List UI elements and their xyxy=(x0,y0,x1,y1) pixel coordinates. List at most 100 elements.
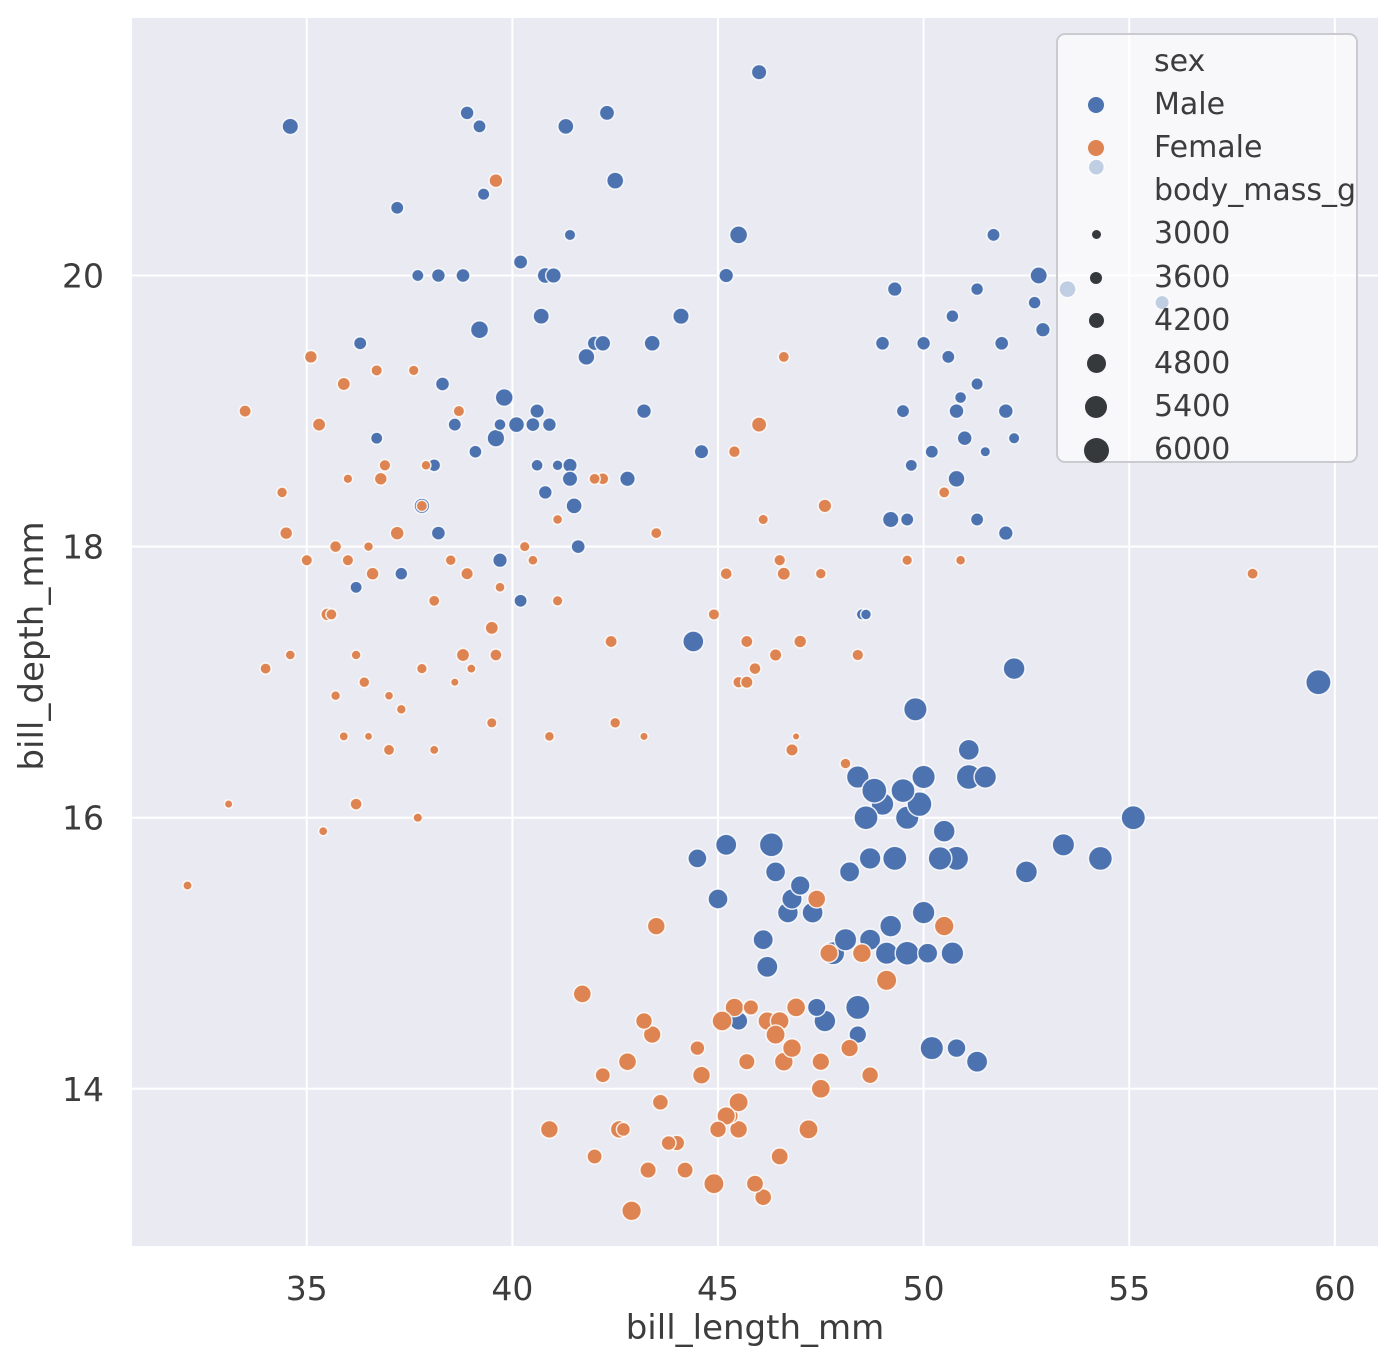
data-point-female xyxy=(588,472,601,486)
data-point-male xyxy=(755,955,779,979)
data-point-male xyxy=(718,267,735,284)
data-point-male xyxy=(532,307,551,326)
data-point-male xyxy=(1014,860,1039,884)
data-point-female xyxy=(937,486,951,499)
legend: sex Male Female body_mass_g 3000 3600 42… xyxy=(1056,33,1358,465)
data-point-female xyxy=(336,376,352,392)
data-point-male xyxy=(598,104,616,122)
size-dot-5400 xyxy=(1085,396,1107,419)
data-point-female xyxy=(708,1120,728,1139)
data-point-male xyxy=(881,845,908,872)
data-point-female xyxy=(1246,567,1259,581)
legend-size-3000-label: 3000 xyxy=(1154,216,1231,252)
data-point-male xyxy=(459,105,475,121)
data-point-female xyxy=(765,1024,786,1045)
data-point-female xyxy=(551,594,564,607)
data-point-female xyxy=(527,554,539,566)
data-point-male xyxy=(927,845,953,871)
data-point-female xyxy=(420,459,432,471)
data-point-female xyxy=(634,1011,654,1031)
data-point-male xyxy=(899,512,915,527)
data-point-male xyxy=(594,334,612,352)
data-point-male xyxy=(845,764,870,790)
data-point-male xyxy=(858,846,882,870)
data-point-male xyxy=(1305,668,1332,696)
x-tick-label: 45 xyxy=(697,1269,739,1308)
data-point-male xyxy=(561,470,579,488)
data-point-male xyxy=(1002,656,1026,681)
data-point-male xyxy=(969,281,985,297)
data-point-male xyxy=(455,267,471,284)
data-point-female xyxy=(651,1093,670,1112)
legend-entry-size-5400: 5400 xyxy=(1058,386,1356,429)
data-point-male xyxy=(447,417,463,432)
data-point-male xyxy=(904,458,919,473)
y-tick-label: 18 xyxy=(62,528,104,567)
data-point-male xyxy=(513,593,528,609)
data-point-male xyxy=(394,566,409,581)
data-point-female xyxy=(617,1051,638,1072)
data-point-female xyxy=(770,1147,790,1166)
data-point-male xyxy=(476,187,491,202)
data-point-female xyxy=(338,731,350,742)
data-point-female xyxy=(810,1078,832,1100)
data-point-female xyxy=(649,526,663,540)
data-point-female xyxy=(750,416,768,433)
y-tick-label: 14 xyxy=(62,1070,104,1109)
data-point-male xyxy=(874,335,891,352)
data-point-male xyxy=(979,445,992,458)
legend-entry-size-3000: 3000 xyxy=(1058,213,1356,256)
data-point-female xyxy=(543,730,556,743)
data-point-male xyxy=(806,997,827,1018)
data-point-male xyxy=(494,387,514,408)
male-legend-dot xyxy=(1088,96,1104,113)
data-point-female xyxy=(378,458,392,472)
data-point-female xyxy=(449,677,460,688)
data-point-female xyxy=(719,566,733,581)
data-point-male xyxy=(430,267,447,284)
data-point-female xyxy=(328,539,343,554)
x-tick-label: 55 xyxy=(1108,1269,1150,1308)
data-point-female xyxy=(748,661,762,676)
data-point-female xyxy=(551,513,564,526)
data-point-female xyxy=(851,648,865,662)
data-point-male xyxy=(879,914,903,938)
data-point-female xyxy=(639,1161,658,1180)
data-point-female xyxy=(238,404,252,418)
data-point-female xyxy=(341,553,355,567)
data-point-male xyxy=(973,765,998,789)
data-point-male xyxy=(890,777,916,804)
data-point-male xyxy=(945,309,960,324)
data-point-male xyxy=(486,428,506,448)
data-point-female xyxy=(455,647,471,663)
data-point-male xyxy=(833,927,858,952)
data-point-female xyxy=(365,566,380,581)
data-point-female xyxy=(275,486,289,499)
legend-entry-size-4200: 4200 xyxy=(1058,299,1356,342)
data-point-male xyxy=(789,874,811,897)
data-point-female xyxy=(609,716,622,729)
legend-entry-size-6000: 6000 xyxy=(1058,429,1356,472)
data-point-female xyxy=(739,675,754,690)
data-point-female xyxy=(350,649,362,661)
data-point-female xyxy=(329,690,342,702)
data-point-female xyxy=(586,1148,603,1165)
data-point-male xyxy=(557,117,575,136)
data-point-female xyxy=(689,1039,706,1057)
data-point-male xyxy=(410,268,425,283)
data-point-female xyxy=(594,1066,612,1084)
data-point-female xyxy=(716,1105,737,1126)
data-point-female xyxy=(954,554,967,566)
data-point-male xyxy=(758,832,785,858)
y-tick-label: 20 xyxy=(62,257,104,296)
data-point-female xyxy=(395,703,407,715)
data-point-female xyxy=(840,1038,860,1058)
size-dot-4800 xyxy=(1086,354,1106,374)
data-point-female xyxy=(753,1187,773,1207)
legend-title-body-mass: body_mass_g xyxy=(1058,170,1356,213)
data-point-male xyxy=(707,888,729,910)
data-point-male xyxy=(507,415,526,434)
data-point-male xyxy=(940,349,956,365)
data-point-female xyxy=(819,943,839,964)
data-point-male xyxy=(635,402,653,420)
